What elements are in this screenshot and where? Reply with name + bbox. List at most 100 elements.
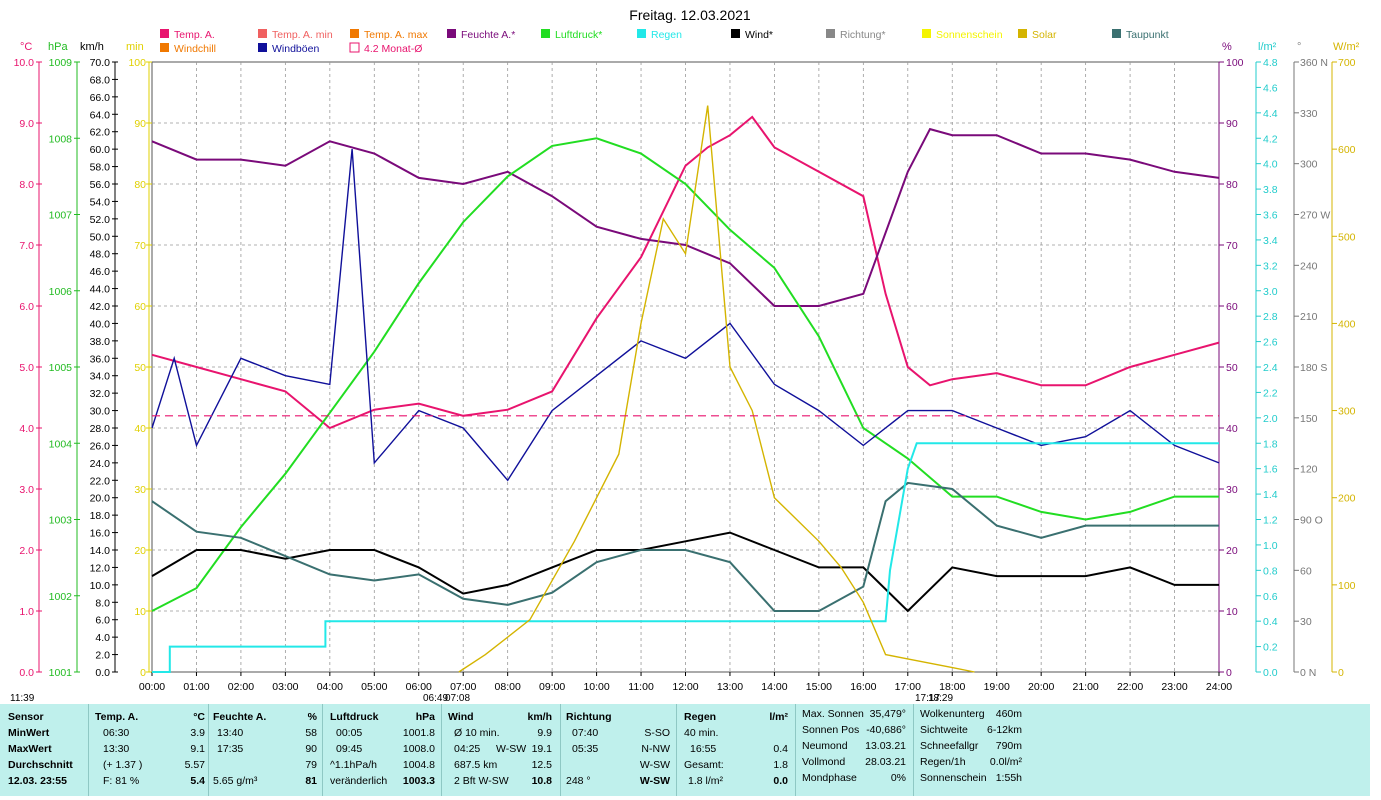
press-axis-label: 1005 <box>49 362 73 374</box>
sun-axis-label: 10 <box>134 606 146 618</box>
rain-max-time: 16:55 <box>690 743 717 755</box>
temp-axis-label: 7.0 <box>19 240 34 252</box>
series-wind <box>151 531 1219 613</box>
temp-min-val: 3.9 <box>190 727 205 739</box>
rain-axis-label: 4.4 <box>1263 108 1278 120</box>
temp-axis-label: 10.0 <box>14 57 35 69</box>
x-tick-label: 11:00 <box>628 681 654 693</box>
temp-min-time: 06:30 <box>103 727 130 739</box>
x-tick-label: 01:00 <box>183 681 209 693</box>
hum-abs: 5.65 g/m³ <box>213 775 258 787</box>
solar-axis-label: 100 <box>1338 580 1356 592</box>
legend-label: Richtung* <box>840 29 886 41</box>
wind-axis-label: 6.0 <box>95 615 110 627</box>
wind-axis-label: 32.0 <box>90 388 111 400</box>
legend-label: Taupunkt <box>1126 29 1169 41</box>
x-axis: 00:00 01:00 02:00 03:00 04:00 05:00 06:00 07:00… <box>10 672 1232 704</box>
dir-head: Richtung <box>566 711 612 723</box>
rain-axis-label: 3.8 <box>1263 184 1278 196</box>
wind-axis-label: 24.0 <box>90 458 111 470</box>
unit-solar: W/m² <box>1333 41 1360 53</box>
press-unit: hPa <box>415 711 435 723</box>
astro-maxsun-val: 35,479° <box>869 708 906 720</box>
wind-avg-val: 12.5 <box>531 759 552 771</box>
hum-max-time: 17:35 <box>217 743 244 755</box>
series-luftdruck <box>151 137 1219 612</box>
x-tick-label: 09:00 <box>539 681 565 693</box>
rain-total-label: Gesamt: <box>684 759 724 771</box>
sun-axis-label: 60 <box>134 301 146 313</box>
wind-axis-label: 66.0 <box>90 92 111 104</box>
hum-axis-label: 20 <box>1226 545 1238 557</box>
legend-label: Sonnenschein <box>936 29 1003 41</box>
astro-sunpos-val: -40,686° <box>866 724 906 736</box>
legend-label: Temp. A. <box>174 29 215 41</box>
rain-axis-label: 2.8 <box>1263 311 1278 323</box>
sun-axis-label: 90 <box>134 118 146 130</box>
dir-cur-deg: 248 ° <box>566 775 591 787</box>
temp-cur-hum: F: 81 % <box>103 775 140 787</box>
temp-axis-label: 3.0 <box>19 484 34 496</box>
rain-axis-label: 1.8 <box>1263 438 1278 450</box>
wind-unit: km/h <box>527 711 552 723</box>
wind-bft: 2 Bft W-SW <box>454 775 509 787</box>
unit-wind: km/h <box>80 41 104 53</box>
temp-axis-label: 6.0 <box>19 301 34 313</box>
press-axis-label: 1003 <box>49 515 73 527</box>
cloud-base-val: 460m <box>995 708 1022 720</box>
wind-axis-label: 60.0 <box>90 144 111 156</box>
legend-swatch <box>731 29 740 38</box>
wind-axis-label: 58.0 <box>90 162 111 174</box>
dir-axis-label: 300 <box>1300 159 1318 171</box>
sun-axis-label: 20 <box>134 545 146 557</box>
legend-label: Temp. A. min <box>272 29 333 41</box>
stats-divider <box>441 704 442 796</box>
wind-axis-label: 0.0 <box>95 667 110 679</box>
wind-axis-label: 18.0 <box>90 510 111 522</box>
hum-head: Feuchte A. <box>213 711 267 723</box>
legend-swatch <box>447 29 456 38</box>
stats-sensor-head: Sensor <box>8 711 44 723</box>
wind-axis-label: 16.0 <box>90 528 111 540</box>
wind-avg10: Ø 10 min. <box>454 727 500 739</box>
legend-swatch <box>350 29 359 38</box>
press-forecast: veränderlich <box>330 775 388 787</box>
press-min-val: 1001.8 <box>402 727 435 739</box>
rain-axis-label: 3.4 <box>1263 235 1278 247</box>
series-feuchte-a <box>151 127 1220 307</box>
legend-label: Windböen <box>272 43 319 55</box>
rain-axis-label: 4.0 <box>1263 159 1278 171</box>
legend-swatch <box>258 43 267 52</box>
solar-axis-label: 600 <box>1338 144 1356 156</box>
wind-axis-label: 30.0 <box>90 406 111 418</box>
stats-cloud: Wolkenunterg 460m Sichtweite 6-12km Schnee… <box>920 706 1022 786</box>
x-tick-label: 16:00 <box>850 681 876 693</box>
dir-avg-val: W-SW <box>639 759 670 771</box>
rain-axis-label: 1.6 <box>1263 464 1278 476</box>
dir-axis-label: 330 <box>1300 108 1318 120</box>
wind-axis-label: 68.0 <box>90 74 111 86</box>
x-tick-label: 10:00 <box>583 681 609 693</box>
x-tick-label: 12:00 <box>672 681 698 693</box>
x-tick-label: 14:00 <box>761 681 787 693</box>
sun-axis-label: 0 <box>140 667 146 679</box>
dir-cur-val: W-SW <box>639 775 670 787</box>
stats-panel: Sensor MinWert MaxWert Durchschnitt 12.0… <box>0 704 1370 796</box>
unit-rain: l/m² <box>1258 41 1277 53</box>
press-axis-label: 1001 <box>49 667 73 679</box>
rain-axis-label: 2.4 <box>1263 362 1278 374</box>
wind-axis-label: 12.0 <box>90 562 111 574</box>
series-layer <box>151 105 1220 673</box>
rain-axis-label: 3.6 <box>1263 210 1278 222</box>
solar-axis-label: 500 <box>1338 231 1356 243</box>
rain-axis-label: 4.2 <box>1263 133 1278 145</box>
series-solar <box>458 105 975 673</box>
sun-axis-label: 80 <box>134 179 146 191</box>
wind-axis-label: 10.0 <box>90 580 111 592</box>
rain-axis-label: 4.8 <box>1263 57 1278 69</box>
stats-dir: Richtung 07:40 S-SO 05:35 N-NW W-SW 248 ° W… <box>566 709 670 789</box>
wind-axis-label: 46.0 <box>90 266 111 278</box>
stats-divider <box>88 704 89 796</box>
temp-axis-label: 8.0 <box>19 179 34 191</box>
snowline-val: 790m <box>995 740 1022 752</box>
